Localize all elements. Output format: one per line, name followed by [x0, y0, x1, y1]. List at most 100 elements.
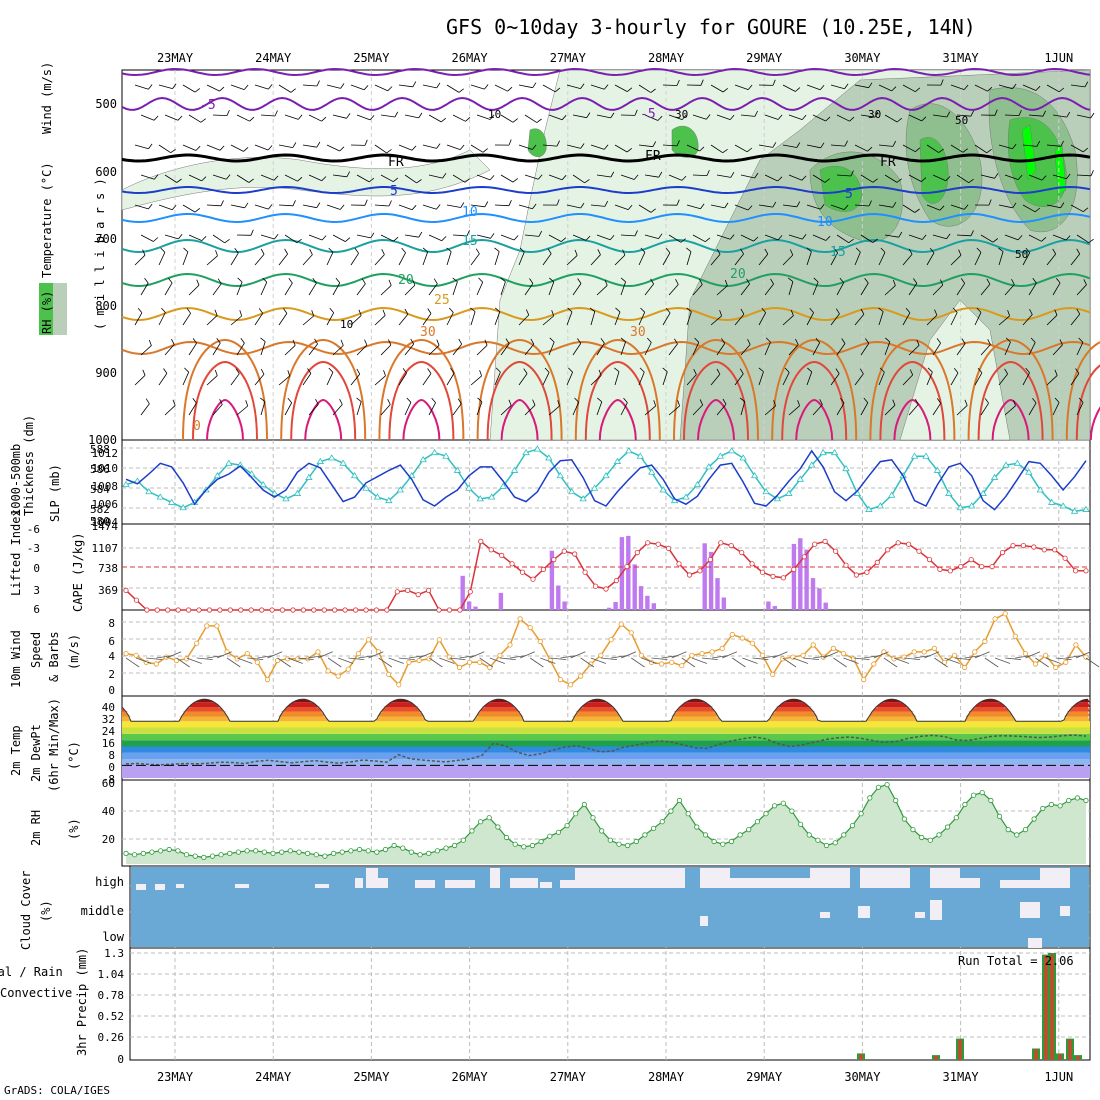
ylabel-temp2m-minmax: (6hr Min/Max) [47, 698, 61, 792]
wind-barb-flag [986, 148, 992, 154]
wind-barb-flag [598, 369, 602, 376]
wind-barb [494, 371, 501, 386]
wind-barb [212, 283, 222, 296]
contour-30-lobe [673, 338, 759, 441]
chart-title: GFS 0~10day 3-hourly for GOURE (10.25E, … [446, 15, 976, 39]
wind-barb-flag [297, 176, 303, 182]
wind-barb [686, 204, 701, 210]
wind10-line-point [1032, 661, 1039, 667]
li-line-point [864, 569, 870, 575]
wind10-panel-frame [121, 609, 1091, 697]
wind-barb [230, 315, 242, 326]
wind-barb-flag [248, 178, 254, 183]
rh-region [121, 149, 491, 211]
wind-barb [908, 234, 923, 240]
wind-barb-flag [356, 397, 362, 402]
wind-barb-flag [195, 145, 201, 151]
wind-barb [710, 144, 723, 154]
wind-barb-flag [220, 200, 224, 206]
temp-label: 15 [830, 245, 846, 260]
wind10-line-point [1002, 611, 1008, 617]
wind-barb-flag [634, 109, 638, 116]
wind-barb-flag [977, 367, 983, 374]
slp-tick: 1012 [92, 447, 119, 460]
li-line-point [759, 569, 766, 575]
wind10-line-point [567, 682, 574, 688]
wind-barb-flag [885, 337, 891, 343]
wind-barb [158, 204, 173, 211]
wind10-barb [994, 657, 1011, 664]
li-line-point [217, 607, 223, 613]
wind-barb-flag [411, 205, 417, 211]
cape-bar [817, 588, 822, 610]
ylabel-precip-convective: Convective [0, 986, 72, 1000]
wind10-barb [479, 657, 494, 668]
temp-band [122, 721, 1090, 728]
cloud-gap [700, 868, 730, 888]
wind-barb [182, 372, 190, 386]
li-line-point [478, 538, 484, 545]
thickness-line-point [293, 489, 302, 496]
wind-barb-flag [772, 79, 776, 86]
thickness-line-point [990, 473, 999, 480]
wind-barb [518, 144, 533, 150]
wind-barb [740, 401, 746, 416]
wind-barb-flag [1035, 85, 1041, 91]
rh2m-tick: 40 [102, 805, 115, 818]
wind10-line-point [527, 624, 533, 631]
li-line-point [488, 547, 494, 553]
wind-barb [380, 174, 394, 183]
thickness-line-point [499, 482, 507, 489]
wind-barb-flag [647, 337, 652, 343]
wind10-line-point [770, 671, 776, 678]
thickness-line-point [830, 448, 839, 456]
wind-barb [182, 204, 196, 213]
wind-barb [692, 174, 708, 176]
thickness-line-point [568, 488, 576, 495]
wind-barb [542, 84, 556, 93]
wind-barb [326, 372, 334, 386]
wind-barb-flag [796, 142, 801, 148]
rh2m-point [253, 848, 259, 854]
wind-barb [572, 234, 587, 241]
rh2m-point [564, 822, 570, 829]
wind10-barb [651, 657, 668, 660]
wind-barb [452, 403, 462, 416]
wind-barb [932, 284, 944, 296]
pressure-tick: 800 [95, 299, 117, 313]
li-tick: -6 [27, 523, 40, 536]
wind10-barb [1015, 655, 1032, 659]
thickness-line-point [1070, 507, 1079, 514]
cape-bar [473, 606, 478, 610]
wind-barb [164, 114, 179, 121]
wind-barb-flag [479, 370, 482, 377]
contour-30-lobe [182, 338, 268, 441]
wind-barb [308, 404, 319, 416]
contour-30-lobe [1065, 341, 1100, 441]
wind-barb-flag [274, 110, 278, 117]
wind-barb [206, 375, 218, 386]
wind-barb [668, 343, 678, 356]
thickness-tick: 586 [90, 463, 110, 476]
wind-barb-flag [580, 83, 585, 89]
li-line-point [791, 566, 797, 573]
wind-barb-flag [523, 368, 528, 374]
cape-bar [791, 543, 797, 610]
wind-barb-flag [489, 114, 495, 120]
wind-barb [236, 114, 250, 122]
wind-barb [758, 312, 767, 326]
li-line-point [655, 541, 661, 547]
wind-barb-flag [364, 139, 368, 146]
wind-barb-flag [1088, 238, 1094, 244]
wind-barb-flag [770, 278, 774, 285]
thickness-line-point [316, 457, 324, 464]
contour-40-lobe [304, 398, 343, 441]
li-line-point [519, 569, 526, 575]
thickness-line-point [305, 473, 313, 480]
wind-barb [662, 371, 668, 386]
wind-barb [932, 342, 941, 356]
wind-barb [974, 252, 982, 266]
precip-convective-bar [859, 1054, 863, 1060]
wind10-barb [611, 655, 627, 659]
wind-barb [326, 252, 334, 266]
